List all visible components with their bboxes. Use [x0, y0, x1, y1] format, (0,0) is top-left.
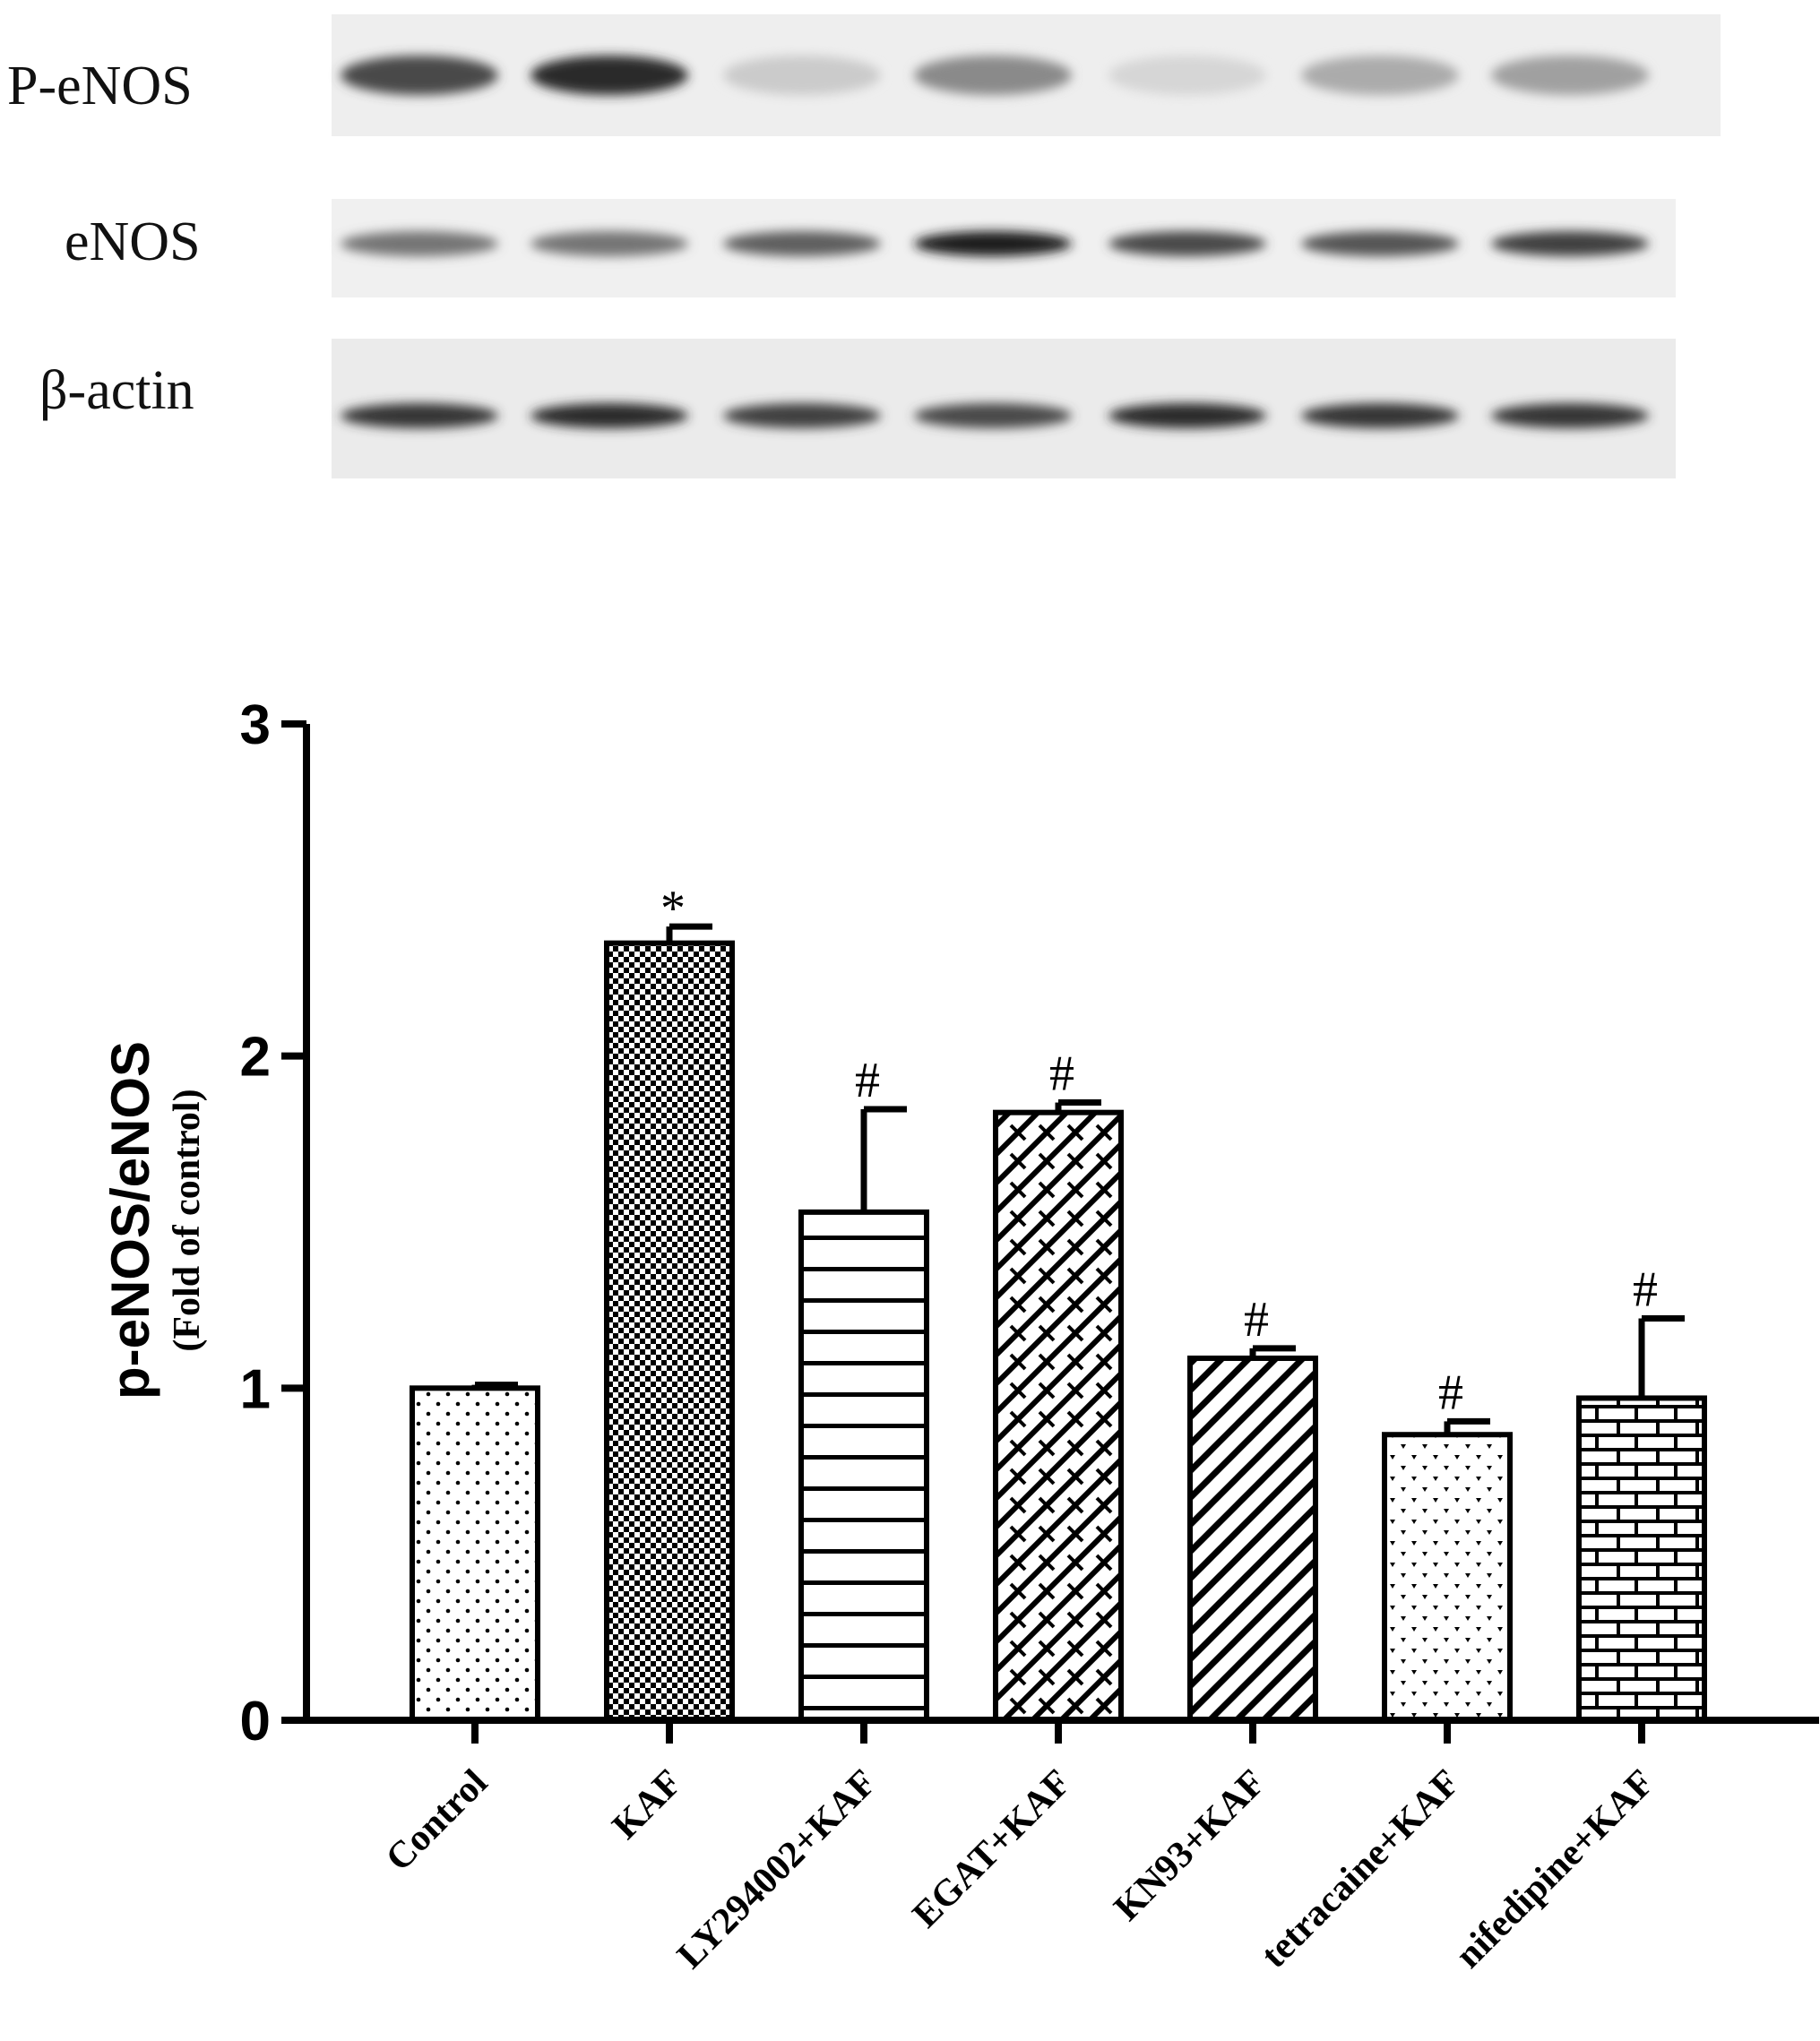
x-tick-label: tetracaine+KAF [1254, 1762, 1468, 1976]
blot-band [530, 403, 688, 428]
x-tick-label: EGAT+KAF [905, 1762, 1079, 1936]
western-blot: P-eNOS eNOS β-actin [7, 14, 1721, 478]
blot-band [1301, 231, 1459, 256]
significance-layer: * # # # # # [660, 881, 1658, 1420]
axes [285, 724, 1819, 1724]
bar [1576, 1395, 1707, 1724]
blot-band [1491, 403, 1649, 428]
significance-marker: # [1438, 1365, 1463, 1420]
significance-marker: # [855, 1053, 880, 1108]
blot-band [723, 231, 881, 256]
error-bars-layer [471, 923, 1685, 1435]
x-tick-label: KAF [605, 1762, 690, 1847]
blot-band [1108, 403, 1266, 428]
x-tick-label: Control [378, 1762, 496, 1880]
blot-band [341, 56, 498, 95]
bar [604, 940, 735, 1723]
blot-band [1301, 56, 1459, 95]
significance-marker: # [1244, 1292, 1269, 1348]
blot-label-beta-actin: β-actin [39, 360, 194, 421]
blot-band [914, 56, 1072, 95]
x-tick-label: nifedipine+KAF [1448, 1762, 1662, 1976]
bar [798, 1209, 929, 1723]
blot-band [341, 403, 498, 428]
x-tick-label: LY294002+KAF [669, 1762, 884, 1977]
y-tick-label: 0 [240, 1691, 271, 1753]
blot-band [530, 231, 688, 256]
y-tick-label: 1 [240, 1358, 271, 1420]
blot-label-enos: eNOS [65, 211, 201, 272]
blot-band [1491, 56, 1649, 95]
blot-band [1108, 231, 1266, 256]
bars-layer [410, 940, 1707, 1724]
x-tick-label: KN93+KAF [1107, 1762, 1273, 1929]
bar [1382, 1432, 1513, 1724]
significance-marker: # [1633, 1262, 1658, 1317]
bar [1187, 1355, 1318, 1724]
blot-band [1491, 231, 1649, 256]
blot-bands [341, 56, 1649, 428]
blot-label-p-enos: P-eNOS [7, 56, 193, 116]
blot-band [914, 231, 1072, 256]
bar [993, 1109, 1124, 1724]
y-axis-sublabel: (Fold of control) [167, 1089, 208, 1351]
y-ticks: 0 1 2 3 [240, 694, 306, 1753]
blot-band [723, 403, 881, 428]
y-axis-title: p-eNOS/eNOS (Fold of control) [100, 1041, 208, 1399]
bar [410, 1385, 540, 1724]
blot-band [530, 56, 688, 95]
blot-band [1108, 56, 1266, 95]
significance-marker: * [660, 881, 686, 936]
blot-band [341, 231, 498, 256]
blot-band [723, 56, 881, 95]
blot-band [1301, 403, 1459, 428]
y-axis-label: p-eNOS/eNOS [100, 1041, 160, 1399]
blot-band [914, 403, 1072, 428]
y-tick-label: 3 [240, 694, 271, 756]
significance-marker: # [1049, 1046, 1074, 1102]
y-tick-label: 2 [240, 1027, 271, 1089]
